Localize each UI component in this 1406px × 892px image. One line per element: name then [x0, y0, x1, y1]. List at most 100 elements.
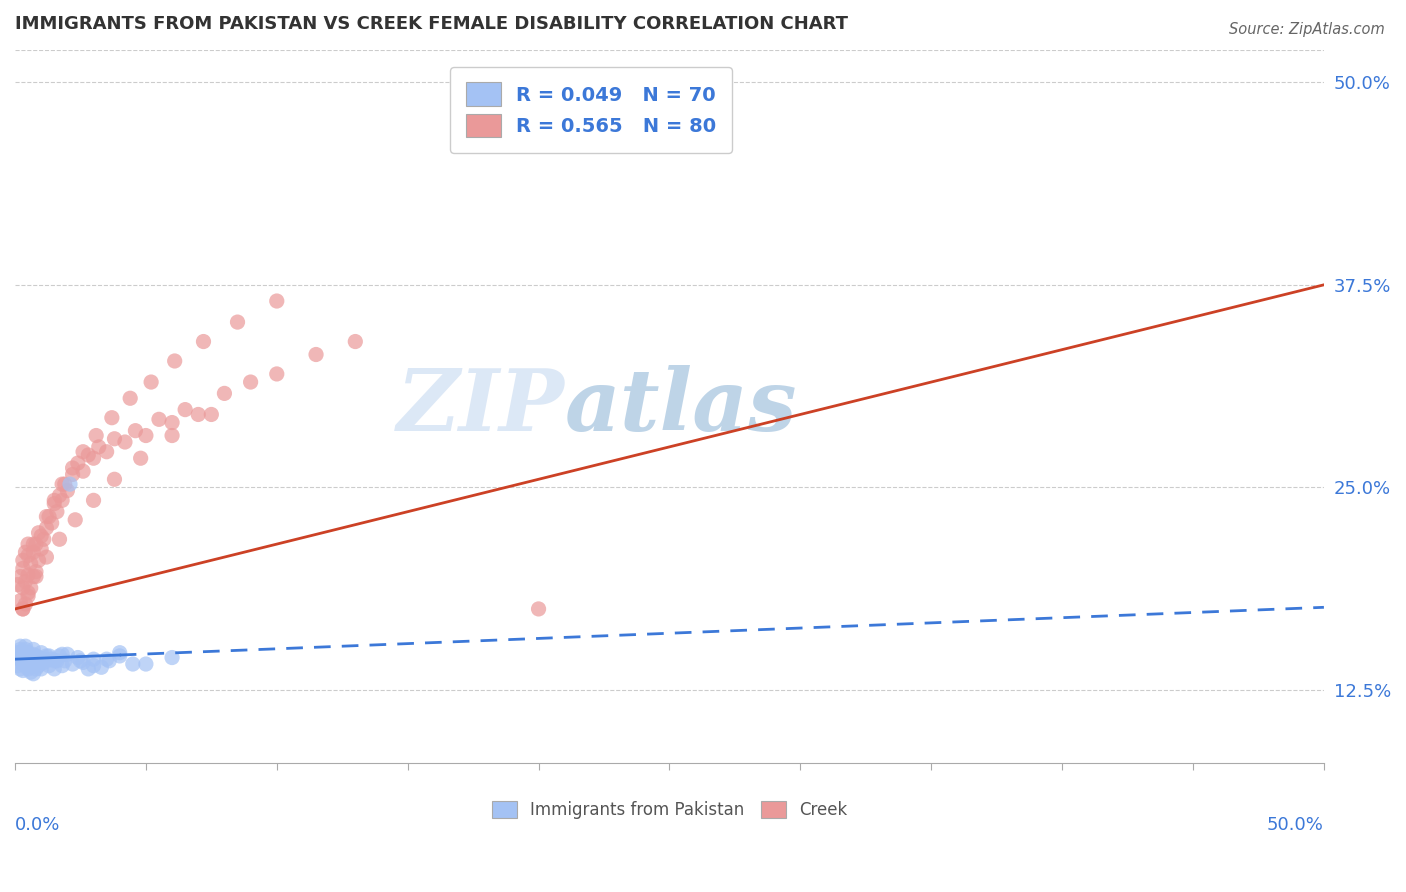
Point	[83, 493, 105, 508]
Point	[305, 347, 328, 361]
Point	[96, 444, 118, 458]
Point	[96, 652, 118, 666]
Point	[62, 657, 84, 671]
Point	[38, 658, 60, 673]
Point	[108, 648, 131, 663]
Point	[83, 658, 105, 673]
Point	[17, 589, 39, 603]
Point	[44, 493, 66, 508]
Point	[187, 408, 209, 422]
Point	[101, 410, 124, 425]
Text: atlas: atlas	[565, 365, 797, 448]
Point	[35, 509, 58, 524]
Point	[121, 657, 143, 671]
Point	[200, 408, 222, 422]
Point	[59, 477, 82, 491]
Point	[63, 513, 86, 527]
Point	[56, 483, 79, 498]
Point	[148, 412, 170, 426]
Point	[11, 561, 34, 575]
Point	[11, 581, 34, 595]
Point	[11, 657, 34, 671]
Point	[22, 657, 45, 671]
Point	[44, 497, 66, 511]
Point	[30, 662, 52, 676]
Point	[41, 652, 63, 666]
Point	[72, 656, 94, 670]
Point	[25, 569, 48, 583]
Point	[266, 293, 288, 308]
Point	[22, 545, 45, 559]
Point	[69, 654, 91, 668]
Point	[8, 646, 31, 660]
Point	[103, 472, 125, 486]
Point	[139, 375, 162, 389]
Point	[163, 354, 186, 368]
Point	[14, 646, 37, 660]
Point	[226, 315, 249, 329]
Point	[51, 648, 73, 662]
Point	[8, 662, 31, 676]
Point	[11, 654, 34, 668]
Point	[38, 509, 60, 524]
Point	[62, 461, 84, 475]
Point	[48, 648, 70, 663]
Point	[103, 432, 125, 446]
Point	[17, 549, 39, 563]
Text: 0.0%: 0.0%	[15, 816, 60, 834]
Point	[14, 639, 37, 653]
Point	[11, 648, 34, 663]
Text: IMMIGRANTS FROM PAKISTAN VS CREEK FEMALE DISABILITY CORRELATION CHART: IMMIGRANTS FROM PAKISTAN VS CREEK FEMALE…	[15, 15, 848, 33]
Point	[7, 650, 30, 665]
Point	[44, 662, 66, 676]
Point	[8, 652, 31, 666]
Point	[14, 642, 37, 657]
Point	[22, 648, 45, 662]
Point	[7, 658, 30, 673]
Point	[120, 391, 142, 405]
Point	[17, 648, 39, 663]
Point	[84, 428, 107, 442]
Point	[62, 467, 84, 482]
Point	[135, 428, 157, 442]
Point	[51, 477, 73, 491]
Point	[135, 657, 157, 671]
Point	[174, 402, 197, 417]
Point	[98, 654, 121, 668]
Point	[124, 424, 146, 438]
Point	[17, 537, 39, 551]
Point	[51, 493, 73, 508]
Point	[11, 553, 34, 567]
Point	[25, 537, 48, 551]
Point	[14, 574, 37, 589]
Point	[11, 650, 34, 665]
Point	[266, 367, 288, 381]
Point	[32, 656, 55, 670]
Point	[48, 533, 70, 547]
Point	[14, 658, 37, 673]
Point	[25, 654, 48, 668]
Point	[90, 660, 112, 674]
Point	[11, 602, 34, 616]
Point	[51, 658, 73, 673]
Point	[45, 654, 67, 668]
Point	[14, 545, 37, 559]
Point	[35, 648, 58, 663]
Point	[56, 648, 79, 662]
Text: ZIP: ZIP	[396, 365, 565, 448]
Point	[27, 656, 49, 670]
Point	[66, 456, 89, 470]
Point	[160, 650, 183, 665]
Point	[30, 646, 52, 660]
Point	[77, 448, 100, 462]
Point	[83, 451, 105, 466]
Legend: Immigrants from Pakistan, Creek: Immigrants from Pakistan, Creek	[485, 795, 853, 826]
Point	[83, 652, 105, 666]
Point	[35, 550, 58, 565]
Point	[17, 646, 39, 660]
Point	[72, 464, 94, 478]
Point	[25, 648, 48, 663]
Point	[22, 537, 45, 551]
Point	[527, 602, 550, 616]
Point	[7, 646, 30, 660]
